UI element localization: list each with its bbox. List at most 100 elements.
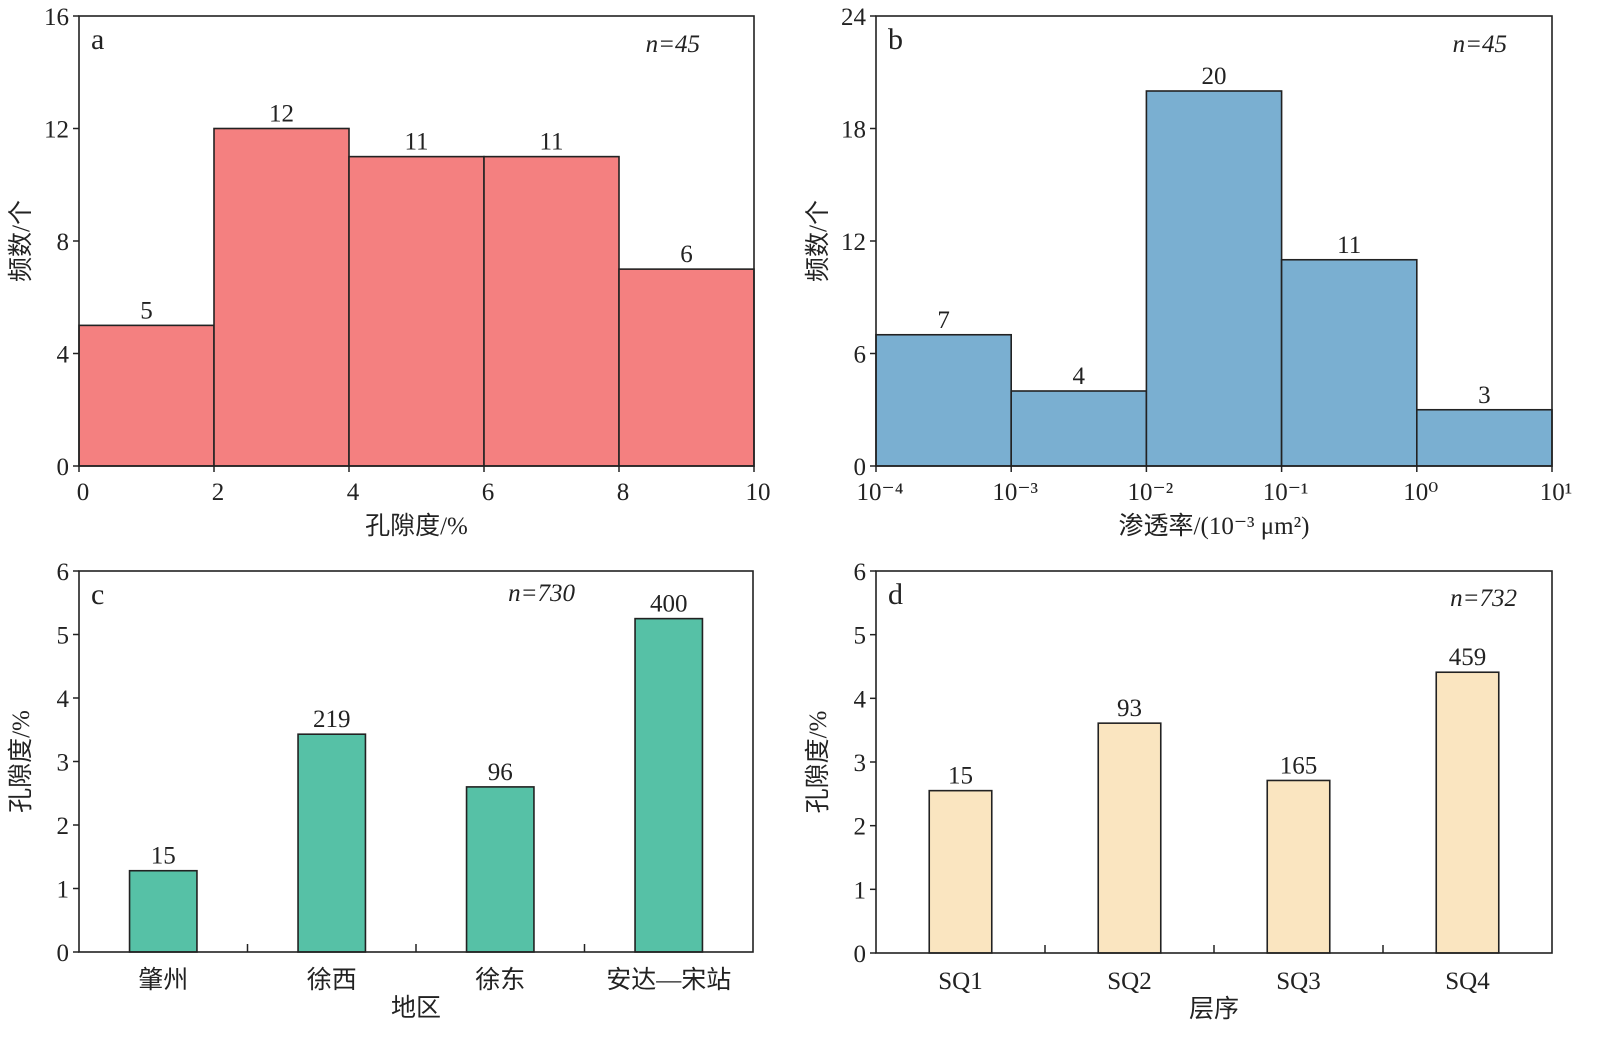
y-tick-label: 3 bbox=[57, 750, 70, 777]
bar-value-label: 6 bbox=[680, 241, 693, 268]
y-tick-label: 6 bbox=[57, 559, 70, 586]
x-axis-label: 层序 bbox=[1189, 995, 1239, 1023]
bar bbox=[1416, 408, 1553, 467]
y-tick-label: 1 bbox=[854, 877, 867, 904]
y-tick-label: 6 bbox=[854, 559, 867, 586]
y-tick-label: 0 bbox=[854, 941, 867, 968]
y-tick-label: 4 bbox=[57, 342, 70, 369]
bar bbox=[465, 786, 535, 953]
y-tick-label: 0 bbox=[854, 454, 867, 481]
y-tick-label: 0 bbox=[57, 454, 70, 481]
bar bbox=[348, 155, 485, 467]
bar-value-label: 11 bbox=[539, 129, 563, 156]
bar-value-label: 11 bbox=[404, 129, 428, 156]
panel-a: 5 12 11 11 6 0 4 8 12 16 0 2 4 6 8 10 孔隙度/% 频数/个 a n=45 bbox=[7, 4, 771, 540]
bar-value-label: 20 bbox=[1202, 63, 1227, 90]
x-tick-label: 8 bbox=[617, 479, 630, 506]
bar-value-label: 3 bbox=[1478, 382, 1491, 409]
bar-value-label: 96 bbox=[488, 759, 513, 786]
bar bbox=[634, 617, 704, 953]
y-axis-label: 孔隙度/% bbox=[804, 711, 832, 814]
sample-count-note: n=732 bbox=[1450, 585, 1517, 612]
panel-b: 7 4 20 11 3 0 6 12 18 24 10⁻⁴ 10⁻³ 10⁻² 10⁻¹ 10⁰ 10¹ 渗透率… bbox=[804, 4, 1572, 540]
y-axis-label: 频数/个 bbox=[7, 200, 35, 282]
y-tick-label: 4 bbox=[854, 686, 867, 713]
bar bbox=[1435, 671, 1500, 954]
y-tick-label: 12 bbox=[841, 229, 866, 256]
bar-value-label: 93 bbox=[1117, 695, 1142, 722]
panel-letter: c bbox=[91, 578, 104, 611]
bar-value-label: 11 bbox=[1337, 232, 1361, 259]
y-tick-label: 24 bbox=[841, 4, 867, 31]
bar-value-label: 400 bbox=[650, 591, 688, 618]
bar-value-label: 4 bbox=[1073, 363, 1086, 390]
y-tick-label: 2 bbox=[57, 813, 70, 840]
x-tick-label: 10⁰ bbox=[1403, 479, 1438, 506]
x-tick-label: 6 bbox=[482, 479, 495, 506]
category-label: SQ3 bbox=[1276, 968, 1320, 995]
y-tick-label: 6 bbox=[854, 342, 867, 369]
bar bbox=[1266, 779, 1331, 954]
x-tick-label: 2 bbox=[212, 479, 225, 506]
x-tick-label: 10 bbox=[746, 479, 771, 506]
y-tick-label: 3 bbox=[854, 750, 867, 777]
category-label: SQ1 bbox=[938, 968, 982, 995]
bar bbox=[78, 324, 215, 467]
x-axis-label: 孔隙度/% bbox=[365, 512, 468, 540]
bar bbox=[128, 869, 198, 953]
bar bbox=[297, 733, 367, 953]
bar-value-label: 459 bbox=[1449, 644, 1487, 671]
y-tick-label: 16 bbox=[44, 4, 69, 31]
panel-letter: a bbox=[91, 23, 104, 56]
bar bbox=[618, 268, 755, 467]
bar-value-label: 5 bbox=[140, 297, 153, 324]
y-tick-label: 2 bbox=[854, 814, 867, 841]
y-tick-label: 5 bbox=[57, 623, 70, 650]
category-label: SQ2 bbox=[1107, 968, 1151, 995]
category-label: 安达—宋站 bbox=[606, 966, 731, 994]
bar bbox=[875, 333, 1012, 467]
y-tick-label: 0 bbox=[57, 940, 70, 967]
y-tick-label: 1 bbox=[57, 877, 70, 904]
bar-value-label: 15 bbox=[948, 763, 973, 790]
sample-count-note: n=45 bbox=[646, 31, 700, 58]
sample-count-note: n=45 bbox=[1453, 31, 1507, 58]
category-label: SQ4 bbox=[1445, 968, 1490, 995]
x-axis-label: 地区 bbox=[391, 994, 441, 1022]
bar-value-label: 219 bbox=[313, 706, 351, 733]
panel-d: 15 93 165 459 0 1 2 3 4 5 6 SQ1 SQ2 SQ3 SQ4 层序 孔隙度/% d n=7… bbox=[804, 559, 1553, 1023]
y-axis-label: 孔隙度/% bbox=[7, 710, 35, 813]
bar-value-label: 165 bbox=[1280, 752, 1318, 779]
y-tick-label: 4 bbox=[57, 686, 70, 713]
y-tick-label: 12 bbox=[44, 117, 69, 144]
category-label: 肇州 bbox=[138, 966, 188, 994]
bar bbox=[1145, 90, 1283, 467]
x-tick-label: 10⁻¹ bbox=[1263, 479, 1309, 506]
bar-value-label: 12 bbox=[269, 101, 294, 128]
bar bbox=[928, 789, 993, 954]
category-label: 徐东 bbox=[475, 966, 525, 994]
panel-letter: d bbox=[888, 578, 903, 611]
bar-value-label: 7 bbox=[937, 307, 950, 334]
bar bbox=[1097, 722, 1162, 954]
bar-value-label: 15 bbox=[151, 843, 176, 870]
bar bbox=[1010, 390, 1148, 467]
y-tick-label: 18 bbox=[841, 117, 866, 144]
panel-letter: b bbox=[888, 23, 903, 56]
x-tick-label: 10⁻² bbox=[1128, 479, 1174, 506]
y-tick-label: 5 bbox=[854, 623, 867, 650]
bar bbox=[483, 155, 620, 467]
y-tick-label: 8 bbox=[57, 229, 70, 256]
x-axis-label: 渗透率/(10⁻³ μm²) bbox=[1119, 512, 1310, 540]
bar bbox=[213, 127, 350, 467]
sample-count-note: n=730 bbox=[508, 580, 575, 607]
x-tick-label: 10¹ bbox=[1540, 479, 1573, 506]
category-label: 徐西 bbox=[307, 966, 357, 994]
x-tick-label: 10⁻⁴ bbox=[857, 479, 904, 506]
y-axis-label: 频数/个 bbox=[804, 200, 832, 282]
x-tick-label: 10⁻³ bbox=[992, 479, 1038, 506]
x-tick-label: 0 bbox=[77, 479, 90, 506]
bar bbox=[1280, 258, 1418, 467]
